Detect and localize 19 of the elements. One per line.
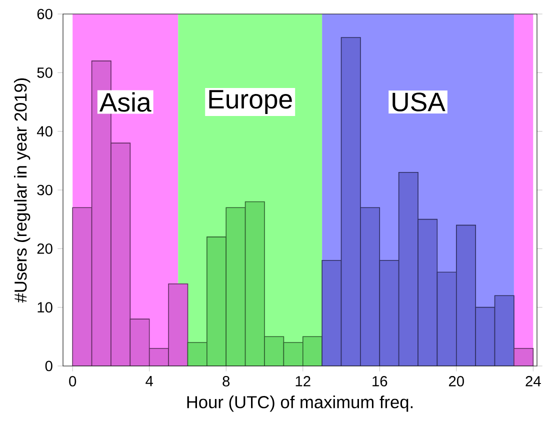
x-tick-label: 24: [526, 376, 541, 386]
band-label: Europe: [209, 90, 292, 114]
band-label: Asia: [99, 92, 152, 112]
y-tick-label: 30: [37, 184, 52, 196]
y-tick-label: 60: [37, 8, 52, 20]
x-tick-label: 20: [448, 376, 464, 386]
y-tick-label: 10: [38, 302, 52, 313]
y-tick-label: 40: [36, 126, 52, 137]
x-tick-label: 16: [372, 376, 388, 386]
x-tick-label: 12: [296, 376, 310, 386]
band-label: USA: [392, 92, 446, 112]
y-tick-label: 50: [37, 67, 52, 78]
y-axis-title: #Users (regular in year 2019): [14, 78, 30, 303]
y-tick-label: 20: [37, 243, 52, 254]
x-tick-label: 4: [146, 376, 153, 386]
x-axis-title: Hour (UTC) of maximum freq.: [187, 396, 413, 412]
x-tick-label: 8: [222, 376, 230, 386]
y-tick-label: 0: [45, 360, 52, 372]
x-tick-label: 0: [69, 376, 76, 386]
